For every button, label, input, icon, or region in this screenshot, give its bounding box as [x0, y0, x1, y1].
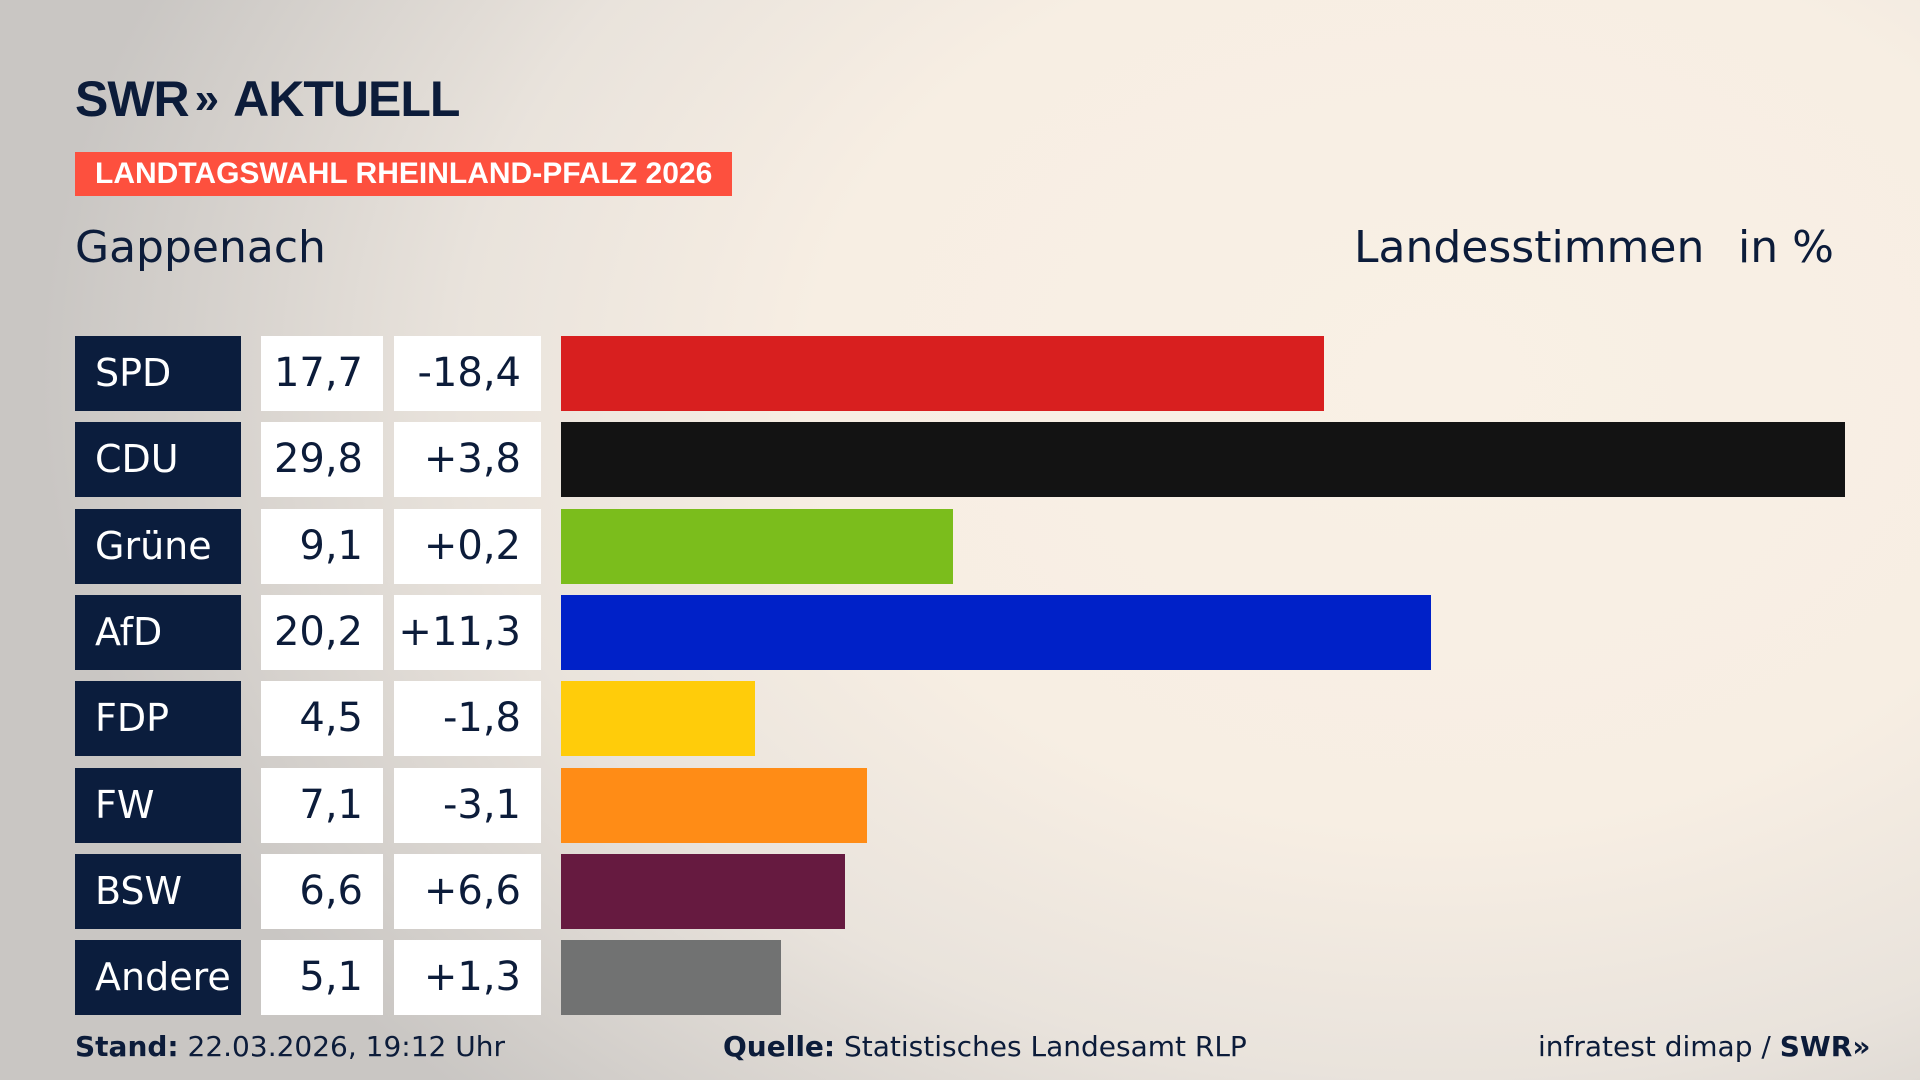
vote-share: 5,1: [261, 940, 383, 1016]
party-label: AfD: [75, 594, 241, 670]
party-label: FDP: [75, 681, 241, 757]
timestamp: Stand: 22.03.2026, 19:12 Uhr: [75, 1030, 505, 1063]
party-label: Grüne: [75, 508, 241, 584]
unit-label: in %: [1738, 222, 1834, 273]
bar-andere: [561, 940, 781, 1016]
source-value: Statistisches Landesamt RLP: [844, 1030, 1247, 1063]
party-label: FW: [75, 767, 241, 843]
bar-bsw: [561, 853, 846, 929]
bar-fdp: [561, 681, 755, 757]
swr-aktuell-logo: SWR » AKTUELL: [75, 70, 460, 128]
stand-value: 22.03.2026, 19:12 Uhr: [187, 1030, 505, 1063]
source-label: Quelle:: [723, 1030, 836, 1063]
bar-cdu: [561, 422, 1845, 498]
vote-share: 9,1: [261, 508, 383, 584]
place-title: Gappenach: [75, 222, 326, 273]
credit-swr-logo: SWR»: [1779, 1030, 1871, 1063]
logo-aktuell: AKTUELL: [233, 71, 460, 127]
vote-share: 4,5: [261, 681, 383, 757]
vote-change: +6,6: [394, 853, 541, 929]
party-label: BSW: [75, 853, 241, 929]
vote-type-label: Landesstimmen: [1354, 222, 1705, 273]
stand-label: Stand:: [75, 1030, 179, 1063]
vote-change: +11,3: [394, 594, 541, 670]
vote-share: 29,8: [261, 422, 383, 498]
bar-grüne: [561, 508, 954, 584]
party-label: SPD: [75, 336, 241, 411]
vote-change: -18,4: [394, 336, 541, 411]
party-label: CDU: [75, 422, 241, 498]
vote-change: -1,8: [394, 681, 541, 757]
logo-chevron-icon: »: [194, 74, 220, 123]
vote-share: 17,7: [261, 336, 383, 411]
bar-afd: [561, 594, 1432, 670]
vote-change: +1,3: [394, 940, 541, 1016]
vote-change: +3,8: [394, 422, 541, 498]
credit-text: infratest dimap /: [1538, 1030, 1771, 1063]
bar-fw: [561, 767, 867, 843]
vote-share: 20,2: [261, 594, 383, 670]
election-banner: LANDTAGSWAHL RHEINLAND-PFALZ 2026: [75, 152, 733, 196]
bar-spd: [561, 336, 1324, 411]
vote-share: 7,1: [261, 767, 383, 843]
credit: infratest dimap / SWR»: [1538, 1030, 1870, 1063]
vote-share: 6,6: [261, 853, 383, 929]
party-label: Andere: [75, 940, 241, 1016]
source: Quelle: Statistisches Landesamt RLP: [723, 1030, 1247, 1063]
logo-swr: SWR: [75, 71, 190, 127]
vote-change: -3,1: [394, 767, 541, 843]
vote-change: +0,2: [394, 508, 541, 584]
